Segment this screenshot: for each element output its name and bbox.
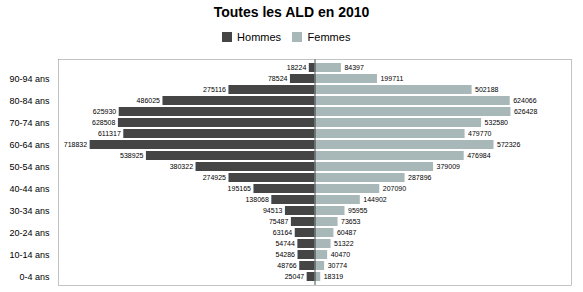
svg-text:75487: 75487 bbox=[269, 218, 289, 225]
svg-text:25047: 25047 bbox=[285, 273, 305, 280]
svg-text:207090: 207090 bbox=[383, 185, 406, 192]
svg-text:626428: 626428 bbox=[514, 108, 537, 115]
svg-text:718832: 718832 bbox=[64, 141, 87, 148]
svg-text:60487: 60487 bbox=[337, 229, 357, 236]
svg-text:18319: 18319 bbox=[324, 273, 344, 280]
svg-text:486025: 486025 bbox=[137, 97, 160, 104]
svg-text:60-64 ans: 60-64 ans bbox=[9, 140, 50, 150]
html-text:Femmes: Femmes bbox=[307, 30, 351, 43]
html-text:Toutes les ALD en 2010: Toutes les ALD en 2010 bbox=[213, 4, 370, 20]
svg-text:78524: 78524 bbox=[268, 75, 288, 82]
svg-text:30774: 30774 bbox=[328, 262, 348, 269]
svg-text:628508: 628508 bbox=[92, 119, 115, 126]
svg-text:572326: 572326 bbox=[497, 141, 520, 148]
svg-text:80-84 ans: 80-84 ans bbox=[9, 96, 50, 106]
svg-text:275116: 275116 bbox=[203, 86, 226, 93]
svg-text:199711: 199711 bbox=[380, 75, 403, 82]
svg-text:379009: 379009 bbox=[437, 163, 460, 170]
svg-text:476984: 476984 bbox=[467, 152, 490, 159]
svg-text:144902: 144902 bbox=[363, 196, 386, 203]
svg-text:50-54 ans: 50-54 ans bbox=[9, 162, 50, 172]
svg-text:138068: 138068 bbox=[245, 196, 268, 203]
svg-text:94513: 94513 bbox=[263, 207, 283, 214]
svg-text:532580: 532580 bbox=[485, 119, 508, 126]
html-text:Hommes: Hommes bbox=[237, 30, 282, 43]
svg-text:479770: 479770 bbox=[468, 130, 491, 137]
svg-text:40470: 40470 bbox=[331, 251, 351, 258]
svg-text:502188: 502188 bbox=[475, 86, 498, 93]
svg-text:51322: 51322 bbox=[334, 240, 354, 247]
svg-text:0-4 ans: 0-4 ans bbox=[19, 272, 50, 282]
svg-text:18224: 18224 bbox=[287, 64, 307, 71]
svg-text:287896: 287896 bbox=[408, 174, 431, 181]
svg-text:30-34 ans: 30-34 ans bbox=[9, 206, 50, 216]
svg-text:10-14 ans: 10-14 ans bbox=[9, 250, 50, 260]
svg-text:73653: 73653 bbox=[341, 218, 361, 225]
svg-text:274925: 274925 bbox=[203, 174, 226, 181]
svg-text:538925: 538925 bbox=[120, 152, 143, 159]
svg-text:90-94 ans: 90-94 ans bbox=[9, 74, 50, 84]
svg-text:54286: 54286 bbox=[276, 251, 296, 258]
svg-text:95955: 95955 bbox=[348, 207, 368, 214]
svg-text:195165: 195165 bbox=[228, 185, 251, 192]
svg-text:611317: 611317 bbox=[98, 130, 121, 137]
svg-text:380322: 380322 bbox=[170, 163, 193, 170]
svg-text:624066: 624066 bbox=[513, 97, 536, 104]
svg-text:84397: 84397 bbox=[344, 64, 364, 71]
svg-text:625930: 625930 bbox=[93, 108, 116, 115]
svg-text:40-44 ans: 40-44 ans bbox=[9, 184, 50, 194]
svg-text:54744: 54744 bbox=[275, 240, 295, 247]
svg-text:20-24 ans: 20-24 ans bbox=[9, 228, 50, 238]
svg-text:70-74 ans: 70-74 ans bbox=[9, 118, 50, 128]
svg-text:48766: 48766 bbox=[277, 262, 297, 269]
svg-text:63164: 63164 bbox=[273, 229, 293, 236]
